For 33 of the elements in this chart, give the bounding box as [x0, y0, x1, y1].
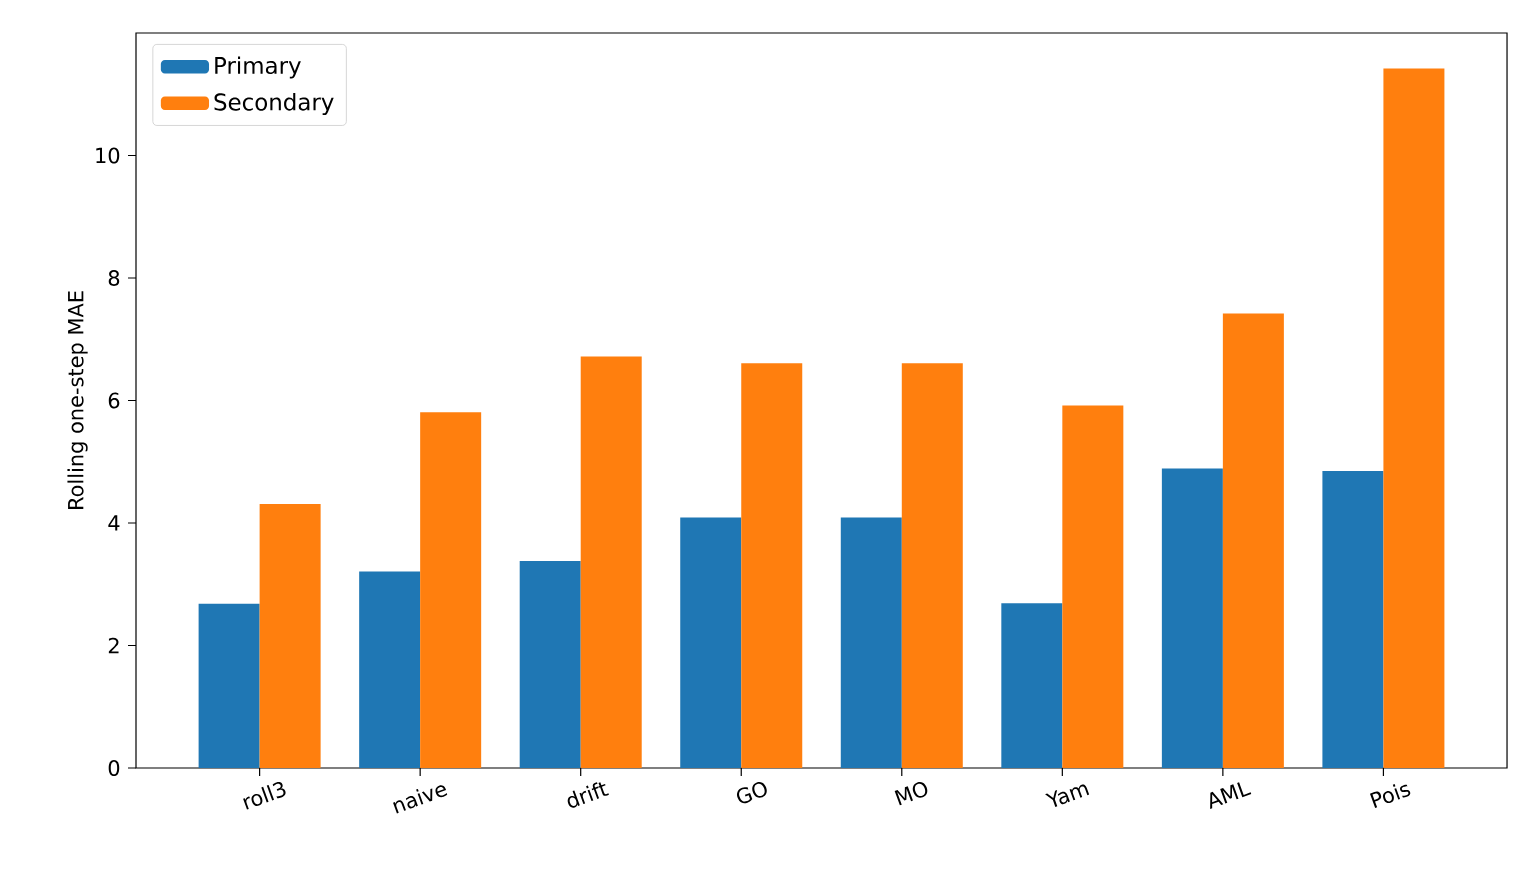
- y-tick-label: 2: [108, 637, 119, 654]
- y-axis-title: Rolling one-step MAE: [67, 291, 88, 509]
- bar: [1322, 470, 1384, 768]
- y-tick-label: 8: [108, 270, 120, 286]
- y-tick-label: 6: [108, 392, 120, 409]
- bar: [519, 560, 581, 768]
- x-tick-label: naive: [393, 785, 448, 814]
- bar: [741, 363, 803, 768]
- bar: [198, 603, 260, 768]
- bar: [1161, 468, 1223, 768]
- y-tick-label: 10: [96, 147, 120, 164]
- y-tick-label: 4: [108, 515, 120, 531]
- x-tick-label: roll3: [243, 781, 286, 810]
- x-tick-label: drift: [567, 782, 609, 808]
- y-tick-label: 0: [108, 760, 120, 776]
- legend-label: Primary: [215, 56, 301, 79]
- bar: [259, 504, 321, 768]
- x-tick-label: AML: [1210, 782, 1252, 809]
- bar: [680, 517, 742, 768]
- bar: [901, 363, 963, 768]
- bar: [1001, 603, 1063, 768]
- bar: [1222, 313, 1284, 768]
- x-tick-label: Yam: [1045, 784, 1090, 807]
- bar: [420, 412, 482, 768]
- x-tick-label: Pois: [1369, 784, 1411, 808]
- bar: [1062, 405, 1124, 768]
- bar: [580, 356, 642, 768]
- bar: [359, 571, 421, 768]
- x-tick-label: GO: [736, 781, 767, 804]
- legend-label: Secondary: [214, 92, 334, 116]
- bar: [840, 517, 902, 768]
- x-tick-label: MO: [894, 781, 928, 806]
- bar: [1383, 68, 1445, 768]
